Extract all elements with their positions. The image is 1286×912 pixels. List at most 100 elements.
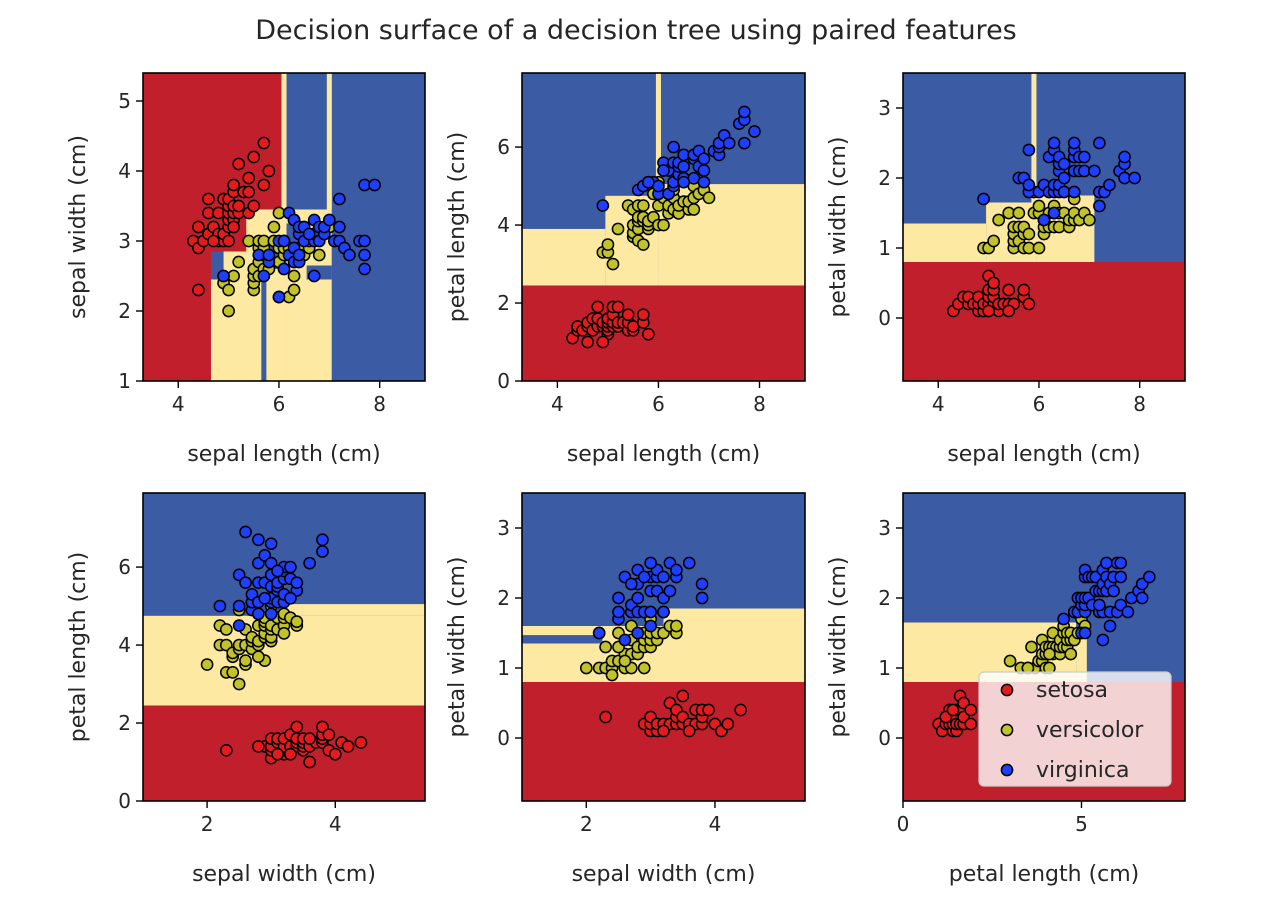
point-setosa [341, 740, 355, 753]
point-versicolor [287, 283, 301, 297]
point-versicolor [1012, 206, 1026, 220]
point-virginica [258, 591, 272, 605]
point-versicolor [290, 615, 304, 629]
point-virginica [631, 626, 645, 640]
x-tick-label: 6 [1033, 392, 1046, 416]
y-tick-label: 1 [118, 369, 131, 393]
region-versicolor [522, 228, 606, 286]
point-virginica [302, 227, 316, 241]
y-tick-label: 2 [118, 299, 131, 323]
point-setosa [303, 732, 316, 745]
scatter-points [579, 556, 748, 738]
point-virginica [657, 605, 670, 619]
legend-marker-virginica [1000, 763, 1014, 777]
point-setosa [1022, 297, 1036, 311]
point-setosa [1002, 304, 1016, 318]
y-tick-label: 3 [878, 516, 891, 540]
point-virginica [1047, 136, 1061, 150]
point-virginica [738, 136, 751, 150]
point-virginica [290, 576, 304, 590]
x-tick-label: 4 [709, 812, 722, 836]
region-versicolor [1031, 73, 1037, 203]
y-tick-label: 3 [878, 96, 891, 120]
y-tick-label: 2 [878, 586, 891, 610]
point-setosa [222, 234, 235, 248]
point-setosa [641, 327, 655, 341]
x-axis-label: sepal length (cm) [947, 442, 1140, 467]
point-versicolor [1082, 213, 1096, 227]
point-setosa [946, 703, 960, 717]
point-virginica [631, 591, 645, 605]
legend-marker-versicolor [1000, 723, 1014, 737]
point-virginica [239, 576, 252, 590]
scatter-points [566, 105, 761, 349]
point-virginica [1128, 171, 1141, 185]
x-axis-label: petal length (cm) [949, 862, 1140, 887]
legend-marker-setosa [1000, 683, 1014, 697]
y-tick-label: 0 [118, 789, 131, 813]
point-virginica [748, 125, 761, 138]
point-setosa [987, 276, 1000, 290]
point-setosa [328, 747, 342, 761]
point-setosa [734, 703, 748, 717]
point-virginica [677, 160, 691, 173]
point-versicolor [702, 191, 716, 205]
decision-regions [903, 73, 1185, 381]
point-virginica [1093, 136, 1106, 150]
point-virginica [637, 570, 651, 584]
point-setosa [290, 720, 304, 734]
x-tick-label: 6 [652, 392, 665, 416]
point-virginica [284, 560, 297, 574]
point-setosa [192, 220, 205, 234]
axes-frame [521, 72, 806, 382]
point-virginica [667, 140, 680, 154]
x-axis-label: sepal width (cm) [192, 862, 376, 887]
point-virginica [596, 199, 610, 212]
x-tick-label: 4 [551, 392, 564, 416]
point-virginica [1100, 556, 1113, 570]
y-axis-label: petal length (cm) [445, 132, 470, 323]
axes-frame [142, 492, 426, 802]
point-setosa [702, 703, 715, 717]
y-tick-label: 0 [497, 726, 510, 750]
point-setosa [599, 710, 612, 724]
x-tick-label: 4 [932, 392, 945, 416]
region-setosa [903, 262, 1185, 381]
point-versicolor [232, 255, 246, 269]
point-virginica [612, 605, 625, 619]
point-versicolor [222, 304, 235, 318]
subplot-1: 4 6 8 1 2 3 4 5 sepal length (cm) sepal width (cm… [66, 72, 426, 467]
point-setosa [322, 728, 336, 742]
legend-label-versicolor: versicolor [1036, 718, 1144, 743]
point-virginica [657, 164, 670, 177]
scatter-points [947, 136, 1141, 318]
point-versicolor [226, 665, 240, 679]
point-setosa [657, 724, 670, 738]
point-setosa [581, 335, 595, 349]
y-tick-label: 6 [497, 135, 510, 159]
point-versicolor [239, 654, 252, 667]
point-virginica [1022, 178, 1036, 192]
point-setosa [219, 743, 233, 757]
point-virginica [358, 234, 371, 248]
y-tick-label: 4 [118, 633, 131, 657]
point-virginica [272, 290, 286, 304]
point-versicolor [252, 650, 265, 664]
x-axis-label: sepal width (cm) [572, 862, 756, 887]
point-virginica [1057, 612, 1070, 626]
point-setosa [262, 164, 276, 178]
point-versicolor [606, 257, 620, 271]
point-virginica [695, 591, 709, 605]
point-virginica [264, 607, 278, 621]
point-setosa [242, 171, 256, 185]
y-axis-label: petal width (cm) [826, 556, 851, 737]
axes-frame [142, 72, 426, 382]
point-versicolor [992, 213, 1006, 227]
x-axis-label: sepal length (cm) [187, 442, 380, 467]
point-versicolor [1032, 241, 1046, 255]
y-tick-label: 5 [118, 89, 131, 113]
point-setosa [621, 308, 635, 322]
point-virginica [1118, 150, 1131, 164]
point-versicolor [1025, 640, 1038, 654]
